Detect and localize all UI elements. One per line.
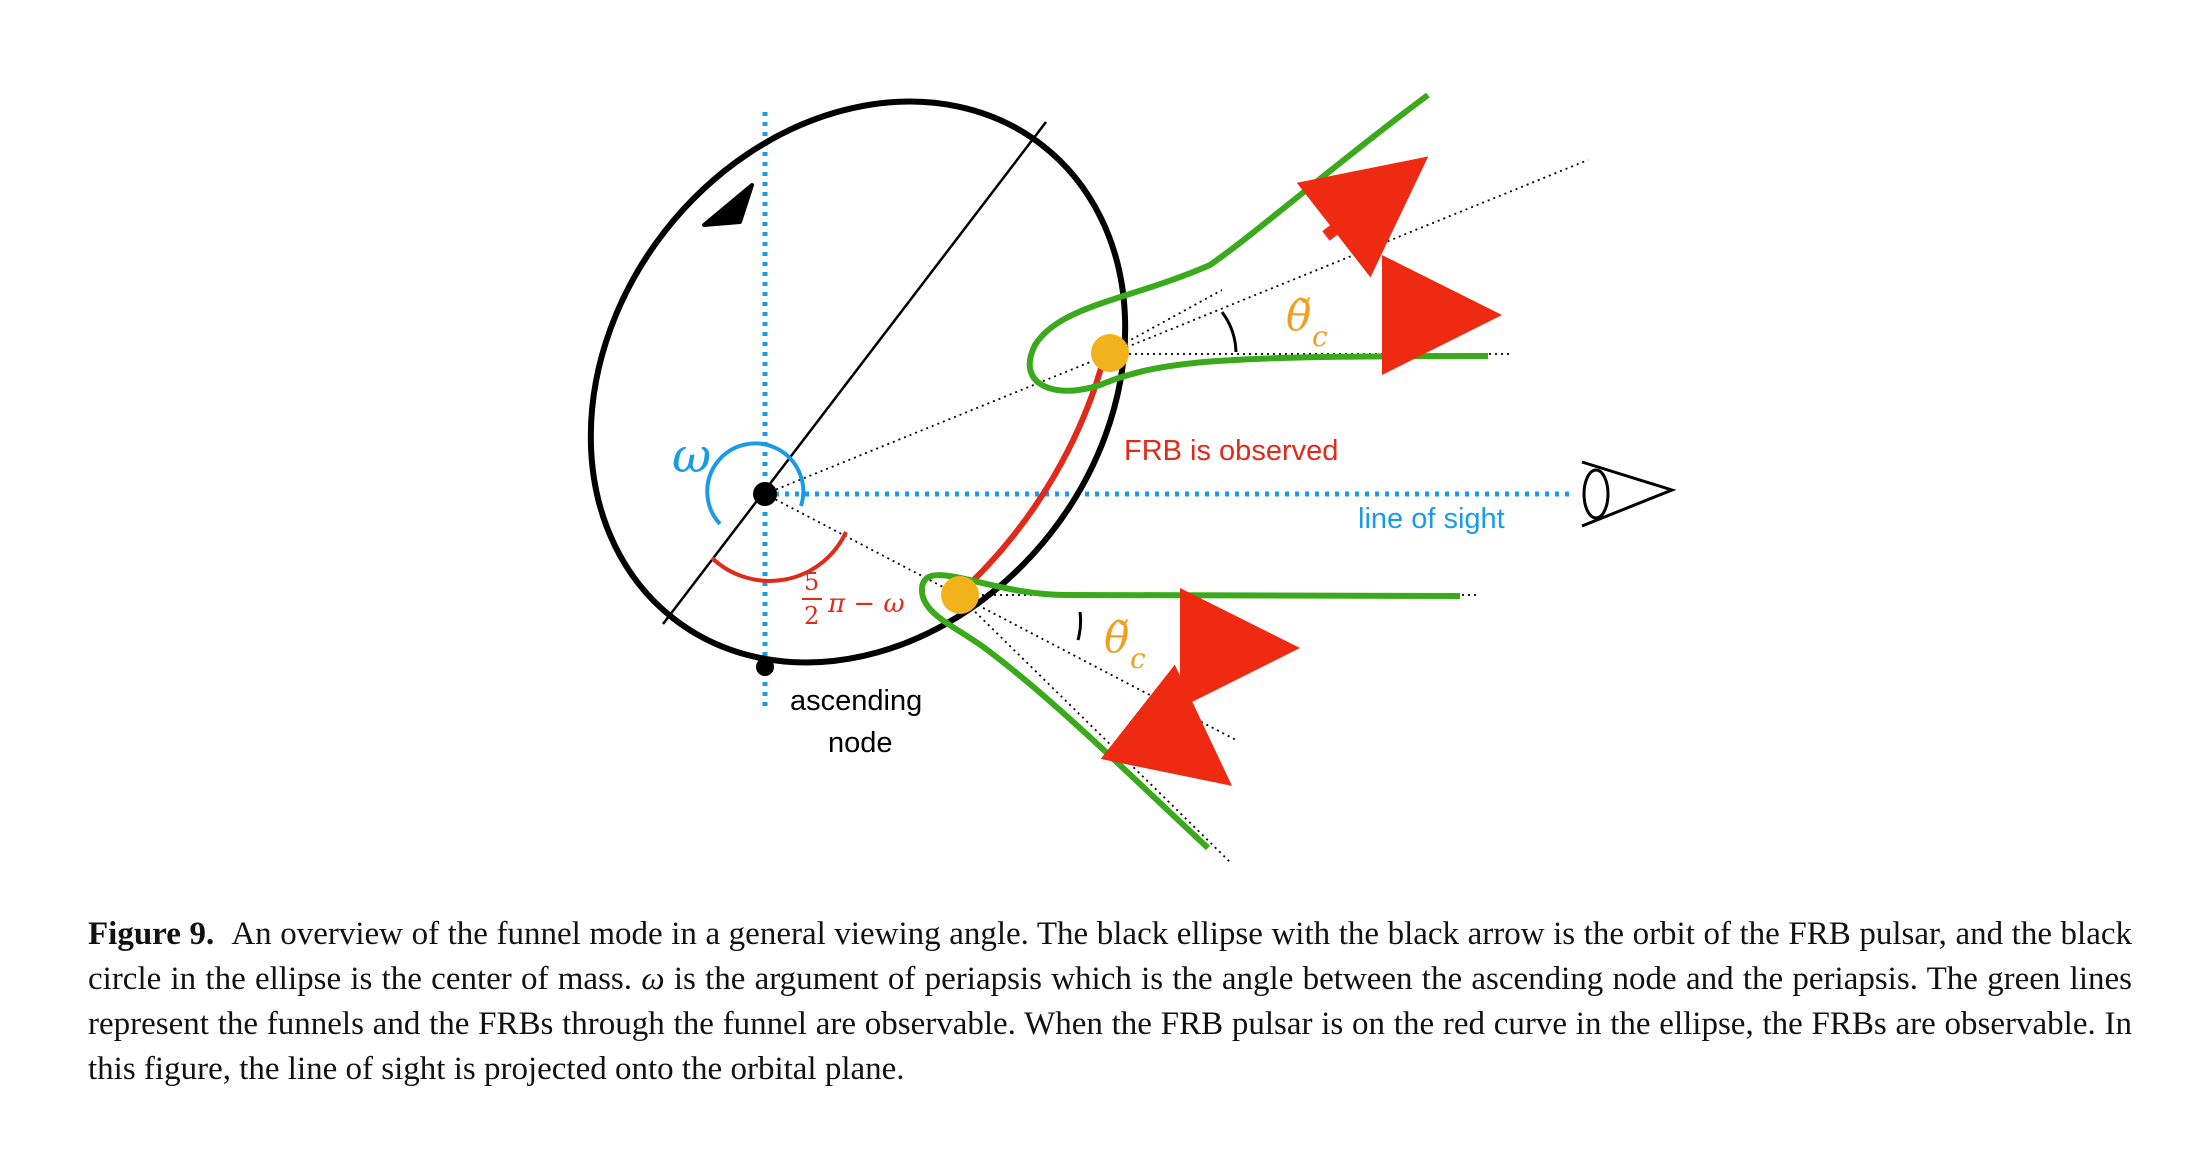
svg-text:c: c	[1130, 642, 1146, 675]
caption-label: Figure 9.	[88, 916, 215, 952]
funnel-upper	[1026, 92, 1489, 394]
ascending-node-label-1: ascending	[790, 685, 922, 717]
arrow-icon	[1100, 664, 1233, 786]
orbit-direction-arrow	[702, 183, 754, 227]
theta-arc-upper	[1220, 311, 1238, 353]
pulsar-dot-upper	[1091, 334, 1129, 372]
svg-text:2: 2	[804, 602, 819, 630]
svg-text:c: c	[1312, 320, 1328, 353]
omega-label: ω	[672, 428, 711, 484]
complement-angle-label: 5 2 π − ω	[802, 568, 905, 630]
caption-omega: ω	[641, 961, 665, 997]
svg-text:θ̃: θ̃	[1104, 613, 1129, 662]
caption-text-2: is the argument of periapsis which is th…	[88, 961, 2132, 1087]
arrow-icon	[1296, 156, 1429, 278]
svg-text:5: 5	[804, 568, 819, 596]
figure-caption: Figure 9. An overview of the funnel mode…	[88, 912, 2132, 1092]
emission-arrows	[1100, 156, 1502, 786]
frb-observed-label: FRB is observed	[1124, 435, 1338, 467]
funnel-lower	[919, 572, 1461, 851]
caption-text-1: An overview of the funnel mode in a gene…	[88, 916, 2133, 997]
ascending-node-dot	[756, 658, 774, 676]
orbit-ellipse	[587, 98, 1129, 666]
pulsar-dot-lower	[941, 576, 979, 614]
funnel-mode-figure: ω 5 2 π − ω θ̃ c θ̃ c FRB is observed li…	[587, 92, 1677, 863]
theta-label-upper: θ̃ c	[1286, 291, 1328, 353]
ascending-node-label-2: node	[828, 727, 893, 759]
complement-angle-arc	[710, 531, 848, 583]
eye-icon	[1581, 460, 1677, 528]
center-of-mass-dot	[753, 482, 777, 506]
theta-label-lower: θ̃ c	[1104, 613, 1146, 675]
svg-text:π − ω: π − ω	[827, 589, 905, 619]
line-of-sight-label: line of sight	[1358, 503, 1505, 535]
svg-text:θ̃: θ̃	[1286, 291, 1311, 340]
orbit-major-axis	[662, 121, 1047, 625]
theta-arc-lower	[1076, 611, 1083, 641]
omega-angle-arc	[705, 441, 806, 526]
